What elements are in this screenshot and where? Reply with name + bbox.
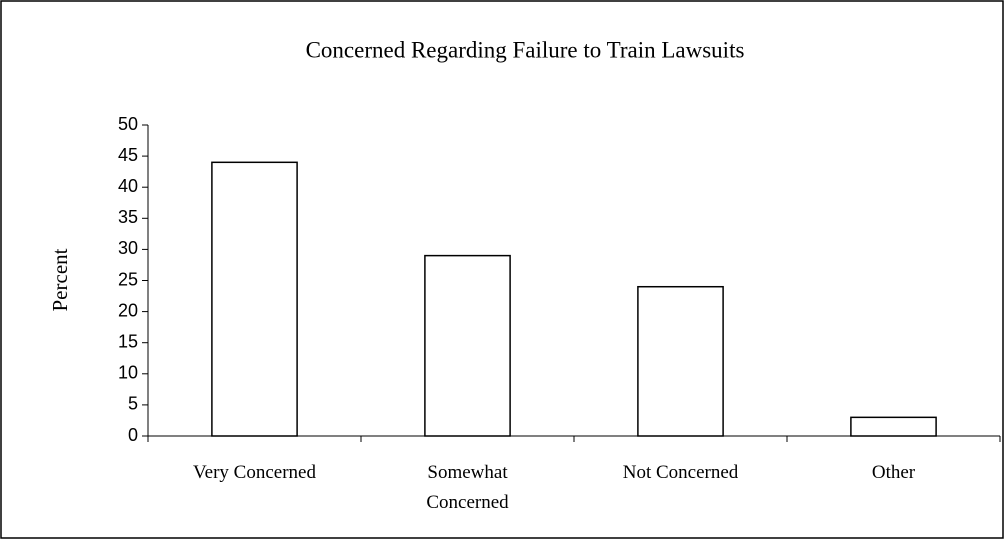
x-tick-label: Other	[871, 462, 916, 483]
y-tick-label: 35	[118, 207, 138, 227]
x-tick-label: Somewhat Concerned	[426, 462, 509, 513]
chart-title: Concerned Regarding Failure to Train Law…	[306, 37, 745, 62]
y-tick-label: 40	[118, 176, 138, 196]
y-tick-label: 5	[128, 394, 138, 414]
bar	[424, 254, 511, 437]
x-tick-label: Not Concerned	[622, 462, 739, 483]
bar	[637, 285, 724, 437]
y-tick-label: 50	[118, 114, 138, 134]
y-tick-label: 20	[118, 300, 138, 320]
y-tick-label: 45	[118, 145, 138, 165]
y-tick-label: 25	[118, 269, 138, 289]
x-tick-label: Very Concerned	[193, 462, 316, 483]
y-tick-label: 10	[118, 363, 138, 383]
bar	[211, 161, 298, 437]
y-tick-label: 30	[118, 238, 138, 258]
y-tick-label: 0	[128, 425, 138, 445]
bar	[850, 416, 937, 437]
y-axis-label: Percent	[48, 248, 72, 311]
y-tick-label: 15	[118, 331, 138, 351]
